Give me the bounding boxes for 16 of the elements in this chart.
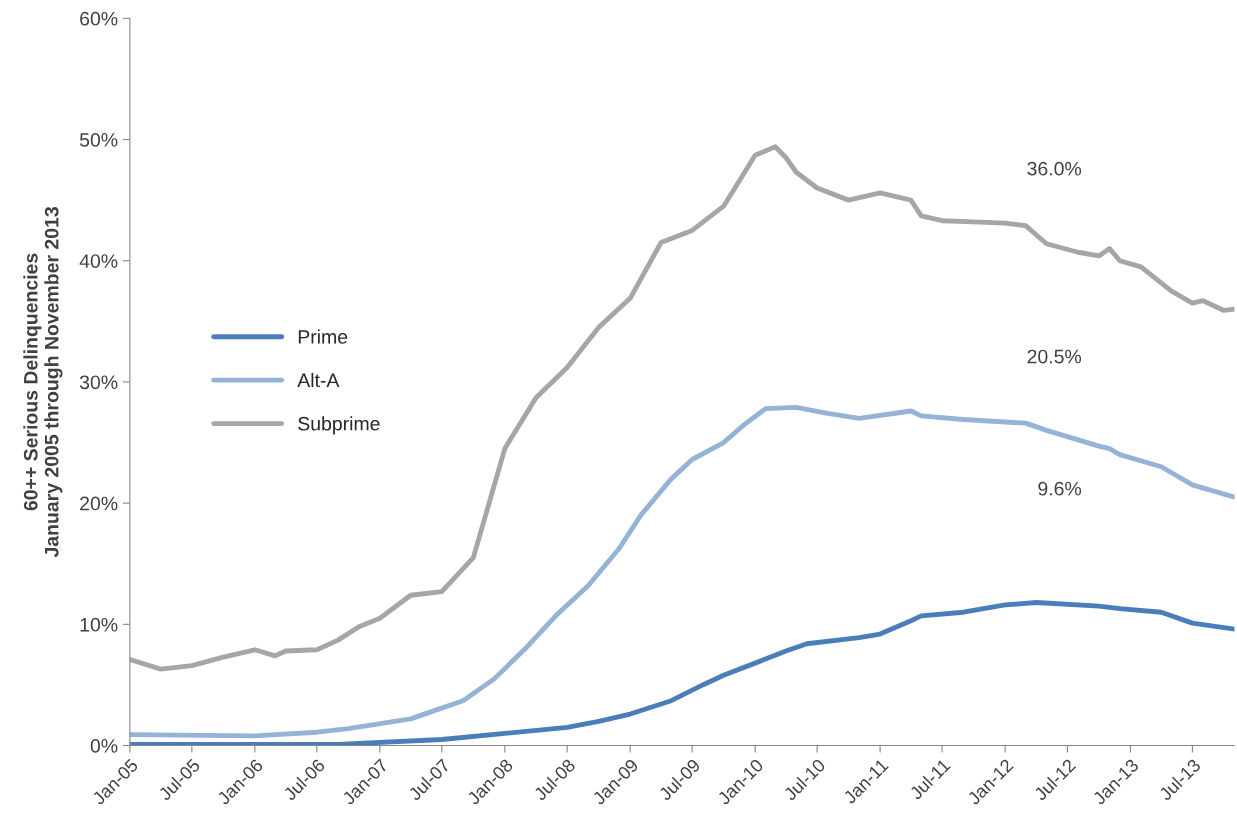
legend-label: Alt-A	[297, 372, 340, 388]
line-series	[129, 404, 1235, 739]
y-tick-label: 40%	[79, 254, 118, 268]
line-series	[129, 144, 1235, 672]
legend-label: Prime	[298, 329, 348, 344]
annotation: 9.6%	[1038, 481, 1082, 496]
y-axis-title: 60++ Serious Delinquencies January 2005 through November 2013	[23, 207, 63, 558]
y-tick-label: 20%	[80, 496, 118, 511]
y-tick-label: 30%	[79, 375, 118, 390]
y-tick-label: 0%	[90, 739, 118, 753]
annotation: 36.0%	[1027, 161, 1082, 176]
annotation: 20.5%	[1027, 349, 1082, 364]
y-tick-label: 10%	[80, 617, 118, 632]
legend-label: Subprime	[298, 416, 380, 435]
y-tick-label: 50%	[79, 133, 118, 147]
y-tick-label: 60%	[80, 11, 118, 26]
